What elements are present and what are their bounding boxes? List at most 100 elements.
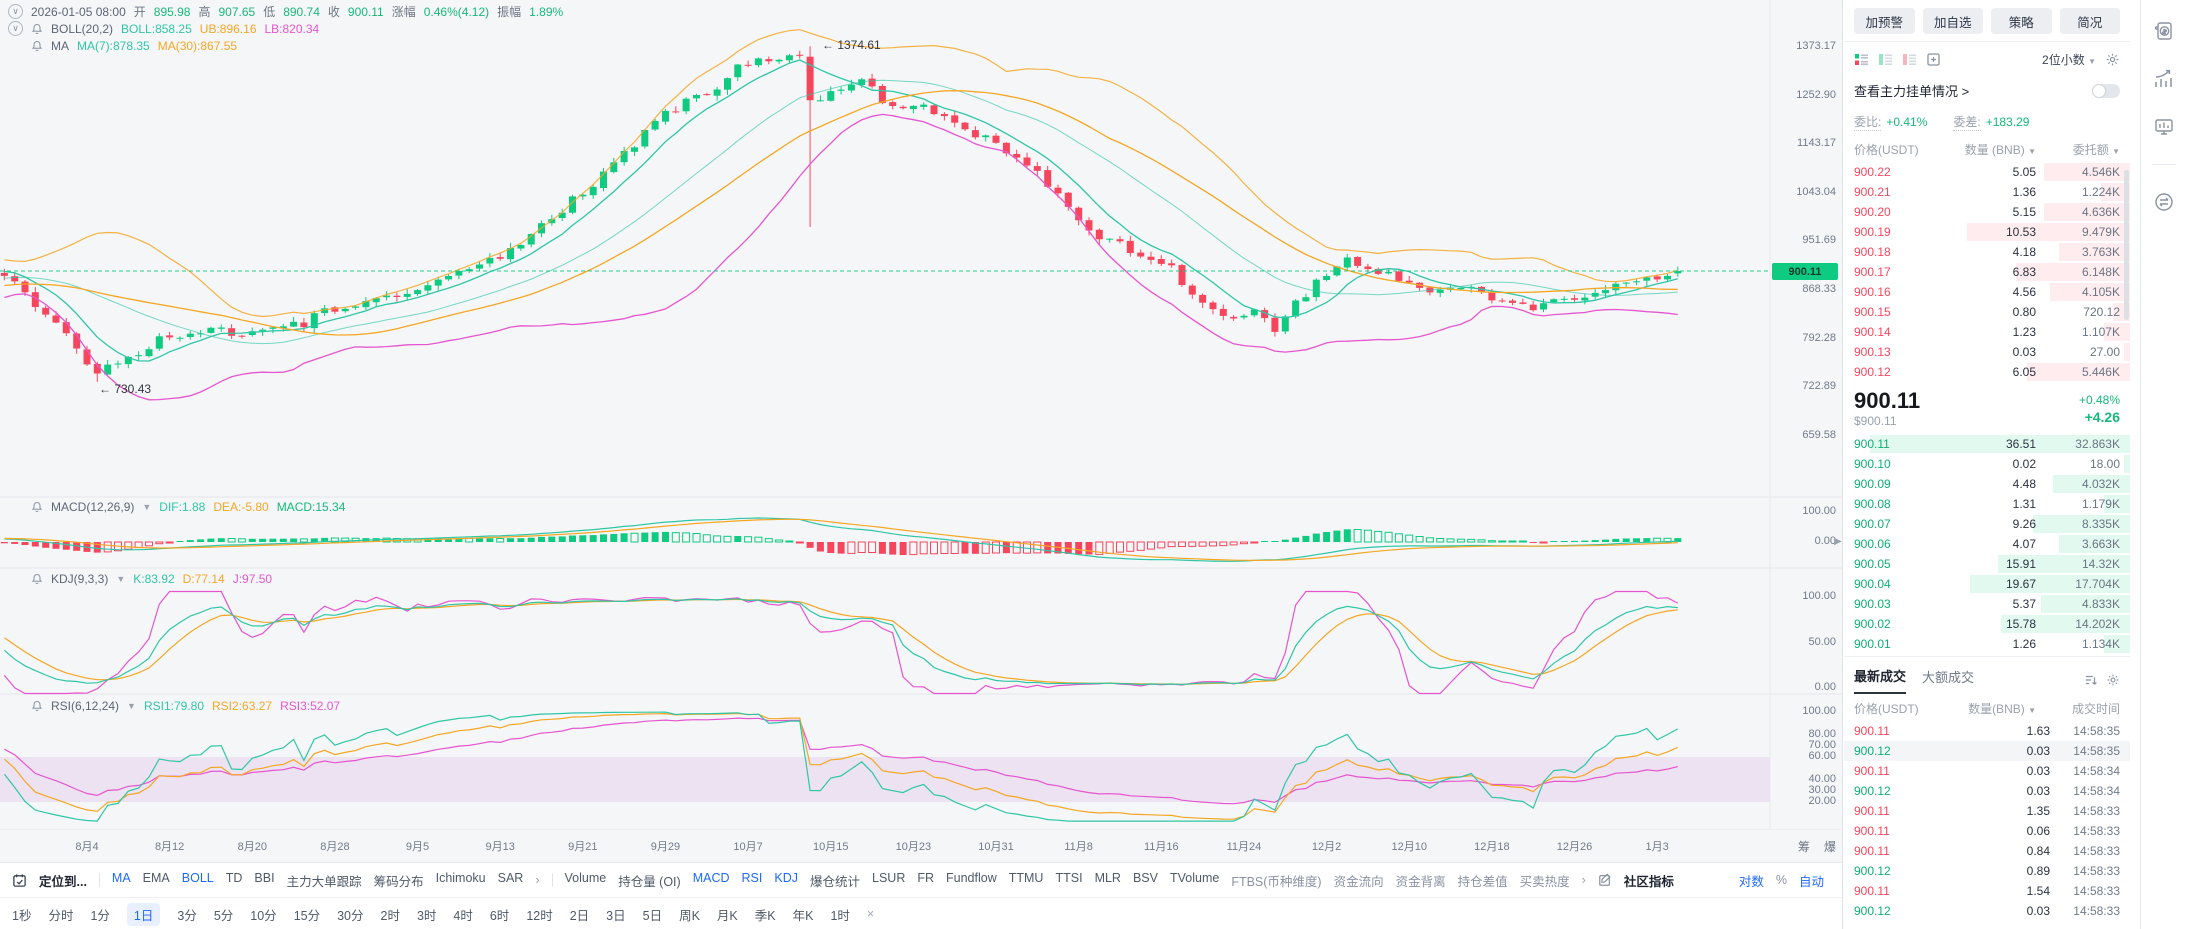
indicator-筹码分布[interactable]: 筹码分布 bbox=[373, 874, 424, 889]
alert-bell-icon[interactable] bbox=[31, 573, 43, 585]
trades-settings-gear-icon[interactable] bbox=[2106, 673, 2120, 687]
timeframe-2日[interactable]: 2日 bbox=[569, 908, 590, 923]
indicator-sar[interactable]: SAR bbox=[497, 870, 524, 885]
bid-row[interactable]: 900.05 15.91 14.32K bbox=[1844, 554, 2130, 574]
indicator-主力大单跟踪[interactable]: 主力大单跟踪 bbox=[286, 874, 362, 889]
bid-row[interactable]: 900.08 1.31 1.179K bbox=[1844, 494, 2130, 514]
boll-title[interactable]: BOLL(20,2) bbox=[51, 21, 114, 36]
tab-latest-trades[interactable]: 最新成交 bbox=[1854, 666, 1907, 695]
indicator-ma[interactable]: MA bbox=[111, 870, 131, 885]
sub-indicator-lsur[interactable]: LSUR bbox=[872, 870, 906, 885]
sub-indicator-macd[interactable]: MACD bbox=[692, 870, 730, 885]
sub-indicator-bsv[interactable]: BSV bbox=[1132, 870, 1158, 885]
timeframe-2时[interactable]: 2时 bbox=[380, 908, 400, 923]
timeframe-30分[interactable]: 30分 bbox=[337, 908, 364, 923]
ask-row[interactable]: 900.22 5.05 4.546K bbox=[1844, 162, 2130, 182]
precision-selector[interactable]: 2位小数 ▼ bbox=[2042, 53, 2096, 67]
sub-indicator-爆仓统计[interactable]: 爆仓统计 bbox=[809, 874, 860, 889]
trade-row[interactable]: 900.12 0.03 14:58:35 bbox=[1844, 741, 2130, 762]
tab-large-trades[interactable]: 大额成交 bbox=[1922, 670, 1975, 686]
ask-row[interactable]: 900.19 10.53 9.479K bbox=[1844, 222, 2130, 242]
sub-indicator-kdj[interactable]: KDJ bbox=[774, 870, 798, 885]
indicator-ichimoku[interactable]: Ichimoku bbox=[435, 870, 486, 885]
timeframe-月K[interactable]: 月K bbox=[716, 908, 738, 923]
indicator-ema[interactable]: EMA bbox=[142, 870, 170, 885]
order-dollar-icon[interactable] bbox=[2153, 20, 2175, 42]
bid-row[interactable]: 900.04 19.67 17.704K bbox=[1844, 574, 2130, 594]
edit-indicator-icon[interactable] bbox=[1598, 873, 1612, 887]
trade-row[interactable]: 900.12 0.89 14:58:33 bbox=[1844, 861, 2130, 881]
monitor-bars-icon[interactable] bbox=[2153, 116, 2175, 138]
timeframe-周K[interactable]: 周K bbox=[679, 908, 700, 923]
log-scale-button[interactable]: 对数 bbox=[1738, 874, 1764, 889]
alert-bell-icon[interactable] bbox=[31, 501, 43, 513]
timeframe-remove-icon[interactable]: × bbox=[866, 907, 875, 921]
sub-indicator-rsi[interactable]: RSI bbox=[741, 870, 763, 885]
qty-column-header[interactable]: 数量 (BNB) ▼ bbox=[1964, 143, 2036, 157]
bid-row[interactable]: 900.11 36.51 32.863K bbox=[1844, 434, 2130, 454]
sub-indicator-资金流向[interactable]: 资金流向 bbox=[1333, 874, 1384, 889]
timeframe-6时[interactable]: 6时 bbox=[489, 908, 510, 923]
bid-row[interactable]: 900.03 5.37 4.833K bbox=[1844, 594, 2130, 614]
ask-row[interactable]: 900.14 1.23 1.107K bbox=[1844, 322, 2130, 342]
trade-row[interactable]: 900.12 0.03 14:58:34 bbox=[1844, 781, 2130, 801]
ask-row[interactable]: 900.16 4.56 4.105K bbox=[1844, 282, 2130, 302]
orderbook-asks-view-icon[interactable] bbox=[1902, 52, 1917, 67]
timeframe-3分[interactable]: 3分 bbox=[177, 908, 197, 923]
sub-indicator-volume[interactable]: Volume bbox=[564, 870, 607, 885]
orderbook-bids-view-icon[interactable] bbox=[1878, 52, 1893, 67]
chips-button[interactable]: 筹 bbox=[1798, 840, 1811, 854]
ask-row[interactable]: 900.18 4.18 3.763K bbox=[1844, 242, 2130, 262]
trade-row[interactable]: 900.11 0.03 14:58:34 bbox=[1844, 761, 2130, 781]
sub-indicator-tvolume[interactable]: TVolume bbox=[1169, 870, 1220, 885]
amount-column-header[interactable]: 委托额 ▼ bbox=[2072, 143, 2120, 157]
main-orders-toggle[interactable] bbox=[2092, 83, 2120, 98]
trend-up-icon[interactable] bbox=[2153, 68, 2175, 90]
timeframe-季K[interactable]: 季K bbox=[754, 908, 776, 923]
community-indicators-button[interactable]: 社区指标 bbox=[1623, 874, 1674, 889]
timeframe-15分[interactable]: 15分 bbox=[293, 908, 321, 923]
timeframe-1分[interactable]: 1分 bbox=[90, 908, 110, 923]
ma-title[interactable]: MA bbox=[51, 39, 69, 53]
trade-row[interactable]: 900.11 1.54 14:58:33 bbox=[1844, 881, 2130, 901]
timeframe-10分[interactable]: 10分 bbox=[250, 908, 277, 923]
ask-row[interactable]: 900.12 6.05 5.446K bbox=[1844, 362, 2130, 382]
percent-scale-button[interactable]: % bbox=[1775, 873, 1787, 887]
orderbook-settings-gear-icon[interactable] bbox=[2105, 52, 2120, 67]
locate-calendar-icon[interactable] bbox=[12, 873, 27, 888]
timeframe-5日[interactable]: 5日 bbox=[642, 908, 663, 923]
ask-row[interactable]: 900.20 5.15 4.636K bbox=[1844, 202, 2130, 222]
profile-button[interactable]: 简况 bbox=[2059, 8, 2120, 34]
timeframe-3时[interactable]: 3时 bbox=[416, 908, 437, 923]
alert-bell-icon[interactable] bbox=[31, 23, 43, 35]
collapse-chevron-icon[interactable]: ∨ bbox=[8, 21, 23, 36]
timeframe-4时[interactable]: 4时 bbox=[453, 908, 473, 923]
pane-expander-icon[interactable]: ▶ bbox=[1834, 536, 1842, 547]
timeframe-12时[interactable]: 12时 bbox=[526, 908, 553, 923]
bid-row[interactable]: 900.07 9.26 8.335K bbox=[1844, 514, 2130, 534]
timeframe-分时[interactable]: 分时 bbox=[48, 908, 74, 923]
sub-indicator-持仓量 (oi)[interactable]: 持仓量 (OI) bbox=[618, 874, 681, 889]
ask-row[interactable]: 900.21 1.36 1.224K bbox=[1844, 182, 2130, 202]
sub-indicator-mlr[interactable]: MLR bbox=[1094, 870, 1121, 885]
trade-row[interactable]: 900.12 0.03 14:58:33 bbox=[1844, 901, 2130, 921]
timeframe-3日[interactable]: 3日 bbox=[606, 908, 626, 923]
chevron-down-icon[interactable]: ▼ bbox=[142, 502, 152, 512]
sub-indicator-资金背离[interactable]: 资金背离 bbox=[1395, 874, 1446, 889]
macd-title[interactable]: MACD(12,26,9) bbox=[51, 500, 135, 514]
timeframe-5分[interactable]: 5分 bbox=[213, 908, 234, 923]
trade-qty-header[interactable]: 数量(BNB) ▼ bbox=[1968, 702, 2036, 717]
bid-row[interactable]: 900.02 15.78 14.202K bbox=[1844, 614, 2130, 634]
add-panel-icon[interactable] bbox=[1926, 52, 1941, 67]
sub-indicator-持仓差值[interactable]: 持仓差值 bbox=[1457, 874, 1508, 889]
sub-indicator-ttsi[interactable]: TTSI bbox=[1055, 870, 1083, 885]
trade-row[interactable]: 900.11 1.35 14:58:33 bbox=[1844, 801, 2130, 821]
timeframe-1日[interactable]: 1日 bbox=[126, 902, 161, 926]
kdj-title[interactable]: KDJ(9,3,3) bbox=[51, 572, 109, 586]
sub-indicator-ftbs(币种维度)[interactable]: FTBS(币种维度) bbox=[1231, 874, 1322, 889]
locate-button[interactable]: 定位到... bbox=[39, 874, 87, 889]
orderbook-both-view-icon[interactable] bbox=[1854, 52, 1869, 67]
sub-indicator-fundflow[interactable]: Fundflow bbox=[946, 870, 997, 885]
strategy-button[interactable]: 策略 bbox=[1991, 8, 2052, 34]
sub-indicator-fr[interactable]: FR bbox=[917, 870, 935, 885]
